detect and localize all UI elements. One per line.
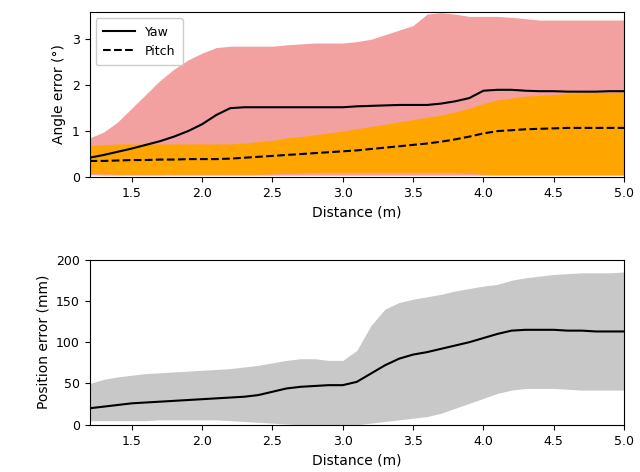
Yaw <box>339 104 347 110</box>
Yaw <box>227 105 234 111</box>
Yaw <box>381 102 388 108</box>
Yaw <box>283 104 291 110</box>
Yaw <box>465 95 473 101</box>
Pitch <box>536 126 543 132</box>
Yaw <box>620 88 628 94</box>
Pitch <box>578 125 586 131</box>
Pitch <box>269 153 276 159</box>
X-axis label: Distance (m): Distance (m) <box>312 205 401 219</box>
Pitch <box>508 127 515 133</box>
Pitch <box>465 134 473 139</box>
Yaw <box>493 87 501 93</box>
Yaw <box>423 102 431 108</box>
Yaw <box>184 128 192 134</box>
Yaw <box>395 102 403 108</box>
Pitch <box>156 157 164 162</box>
Pitch <box>381 145 388 151</box>
Yaw <box>592 89 600 94</box>
Yaw <box>550 88 557 94</box>
Pitch <box>212 156 220 162</box>
Yaw <box>114 149 122 155</box>
Yaw <box>198 121 206 127</box>
Yaw <box>212 112 220 118</box>
Pitch <box>395 143 403 149</box>
Yaw <box>297 104 305 110</box>
Pitch <box>198 156 206 162</box>
Yaw <box>156 138 164 144</box>
Pitch <box>451 136 459 142</box>
Y-axis label: Angle error (°): Angle error (°) <box>52 44 67 144</box>
Line: Yaw: Yaw <box>90 90 624 158</box>
Pitch <box>100 158 108 164</box>
Yaw <box>508 87 515 93</box>
Yaw <box>353 103 361 109</box>
Pitch <box>325 149 333 155</box>
Pitch <box>423 141 431 146</box>
Yaw <box>100 152 108 158</box>
Pitch <box>128 157 136 163</box>
Yaw <box>311 104 319 110</box>
X-axis label: Distance (m): Distance (m) <box>312 453 401 467</box>
Yaw <box>451 99 459 104</box>
Yaw <box>536 88 543 94</box>
Pitch <box>479 131 487 136</box>
Pitch <box>493 128 501 134</box>
Pitch <box>564 125 572 131</box>
Yaw <box>409 102 417 108</box>
Yaw <box>269 104 276 110</box>
Yaw <box>241 104 248 110</box>
Pitch <box>592 125 600 131</box>
Yaw <box>255 104 262 110</box>
Pitch <box>606 125 614 131</box>
Pitch <box>522 126 529 132</box>
Pitch <box>353 148 361 153</box>
Yaw <box>578 89 586 94</box>
Yaw <box>606 88 614 94</box>
Pitch <box>170 157 178 162</box>
Pitch <box>437 139 445 144</box>
Pitch <box>184 156 192 162</box>
Pitch <box>241 155 248 160</box>
Yaw <box>170 134 178 139</box>
Pitch <box>339 149 347 154</box>
Pitch <box>367 146 374 152</box>
Pitch <box>255 154 262 160</box>
Yaw <box>564 89 572 94</box>
Pitch <box>297 151 305 157</box>
Yaw <box>128 146 136 152</box>
Legend: Yaw, Pitch: Yaw, Pitch <box>96 18 182 65</box>
Pitch <box>620 125 628 131</box>
Pitch <box>550 126 557 131</box>
Yaw <box>325 104 333 110</box>
Pitch <box>409 142 417 148</box>
Pitch <box>86 158 93 164</box>
Yaw <box>86 155 93 160</box>
Pitch <box>114 158 122 163</box>
Yaw <box>522 88 529 93</box>
Pitch <box>283 152 291 158</box>
Line: Pitch: Pitch <box>90 128 624 161</box>
Pitch <box>227 156 234 161</box>
Yaw <box>479 88 487 93</box>
Yaw <box>437 101 445 106</box>
Yaw <box>142 142 150 148</box>
Y-axis label: Position error (mm): Position error (mm) <box>36 275 51 409</box>
Yaw <box>367 103 374 109</box>
Pitch <box>311 150 319 156</box>
Pitch <box>142 157 150 163</box>
